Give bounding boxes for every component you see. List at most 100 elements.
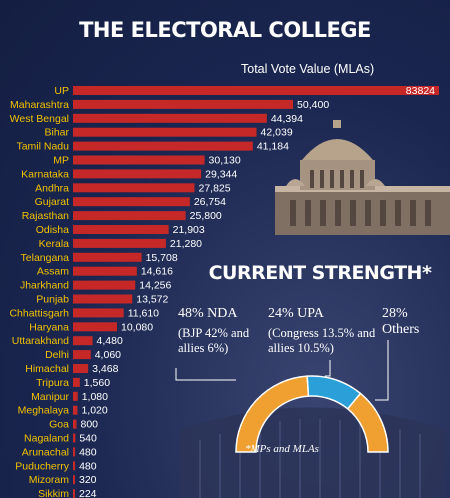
value-label: 1,080 <box>82 391 108 403</box>
bar <box>73 225 169 234</box>
others-stat: 28% Others <box>382 306 442 338</box>
bar <box>73 419 77 429</box>
category-label: Telangana <box>21 252 70 264</box>
connector-line <box>175 368 236 381</box>
strength-note: *MPs and MLAs <box>245 443 319 455</box>
bar <box>73 350 91 360</box>
others-head: 28% Others <box>382 306 420 337</box>
value-label: 26,754 <box>194 196 226 208</box>
bar <box>73 86 439 95</box>
bar <box>73 364 89 373</box>
bar <box>73 447 76 457</box>
value-label: 30,130 <box>209 155 241 167</box>
bar <box>73 127 257 137</box>
category-label: Haryana <box>29 321 69 333</box>
bar <box>73 183 195 193</box>
value-label: 21,280 <box>170 238 202 250</box>
bar <box>73 113 267 123</box>
category-label: Meghalaya <box>18 405 70 417</box>
category-label: UP <box>54 85 69 97</box>
category-label: Chhattisgarh <box>9 307 69 319</box>
category-label: Delhi <box>45 349 69 361</box>
category-label: Bihar <box>44 127 69 139</box>
value-label: 1,560 <box>84 377 110 389</box>
category-label: Tripura <box>36 377 69 389</box>
nda-head: 48% NDA <box>178 306 238 321</box>
bar <box>73 489 75 498</box>
gauge-segment-others <box>346 392 389 453</box>
bar <box>73 141 253 151</box>
value-label: 11,610 <box>128 307 159 319</box>
connector-line <box>375 340 389 401</box>
category-label: Himachal <box>25 363 69 375</box>
bar <box>73 433 76 443</box>
category-label: Odisha <box>36 224 69 236</box>
category-label: MP <box>53 155 69 167</box>
value-label: 480 <box>79 446 97 458</box>
connector-line <box>325 360 331 377</box>
value-label: 10,080 <box>121 321 153 333</box>
category-label: Uttarakhand <box>12 335 69 347</box>
category-label: Rajasthan <box>22 210 69 222</box>
value-label: 4,060 <box>95 349 121 361</box>
bar <box>73 475 75 485</box>
category-label: Punjab <box>36 294 69 306</box>
category-label: Arunachal <box>22 446 69 458</box>
category-label: Puducherry <box>15 460 69 472</box>
bar <box>73 211 186 221</box>
value-label: 25,800 <box>190 210 222 222</box>
bar <box>73 405 78 415</box>
category-label: Goa <box>49 419 69 431</box>
strength-title: CURRENT STRENGTH* <box>208 262 432 284</box>
category-label: Gujarat <box>35 196 70 208</box>
value-label: 320 <box>79 474 97 486</box>
page-title: THE ELECTORAL COLLEGE <box>79 18 371 42</box>
bar <box>73 308 124 318</box>
bar <box>73 280 136 290</box>
category-label: Sikkim <box>38 488 69 498</box>
value-label: 50,400 <box>297 99 329 111</box>
category-label: Manipur <box>31 391 69 403</box>
bar <box>73 294 133 304</box>
bar <box>73 238 166 248</box>
bar <box>73 461 76 471</box>
bar <box>73 391 78 401</box>
value-label: 3,468 <box>92 363 118 375</box>
value-label: 44,394 <box>271 113 303 125</box>
value-label: 14,616 <box>141 266 173 278</box>
bar <box>73 197 190 207</box>
value-label: 480 <box>79 460 97 472</box>
category-label: Andhra <box>35 182 69 194</box>
value-label: 42,039 <box>261 127 293 139</box>
nda-detail: (BJP 42% and allies 6%) <box>178 326 250 355</box>
bar <box>73 155 205 165</box>
category-label: Tamil Nadu <box>16 141 69 153</box>
value-label: 540 <box>79 433 97 445</box>
value-label: 29,344 <box>205 168 237 180</box>
bar <box>73 99 294 109</box>
category-label: West Bengal <box>10 113 69 125</box>
bar <box>73 252 142 262</box>
category-label: Kerala <box>39 238 70 250</box>
category-label: Assam <box>37 266 69 278</box>
category-label: Nagaland <box>24 433 69 445</box>
category-label: Jharkhand <box>20 280 69 292</box>
bar <box>73 266 137 276</box>
nda-stat: 48% NDA (BJP 42% and allies 6%) <box>178 306 258 356</box>
gauge-segment-nda <box>235 375 310 453</box>
upa-stat: 24% UPA (Congress 13.5% and allies 10.5%… <box>268 306 380 356</box>
value-label: 13,572 <box>136 294 168 306</box>
upa-head: 24% UPA <box>268 306 324 321</box>
upa-detail: (Congress 13.5% and allies 10.5%) <box>268 326 376 355</box>
bar <box>73 322 118 332</box>
chart-subtitle: Total Vote Value (MLAs) <box>241 62 375 76</box>
value-label: 27,825 <box>198 182 230 194</box>
value-label: 224 <box>79 488 97 498</box>
value-label: 41,184 <box>257 141 289 153</box>
bar <box>73 169 202 179</box>
category-label: Mizoram <box>29 474 70 486</box>
value-label: 800 <box>80 419 98 431</box>
value-label: 83824 <box>406 85 435 97</box>
